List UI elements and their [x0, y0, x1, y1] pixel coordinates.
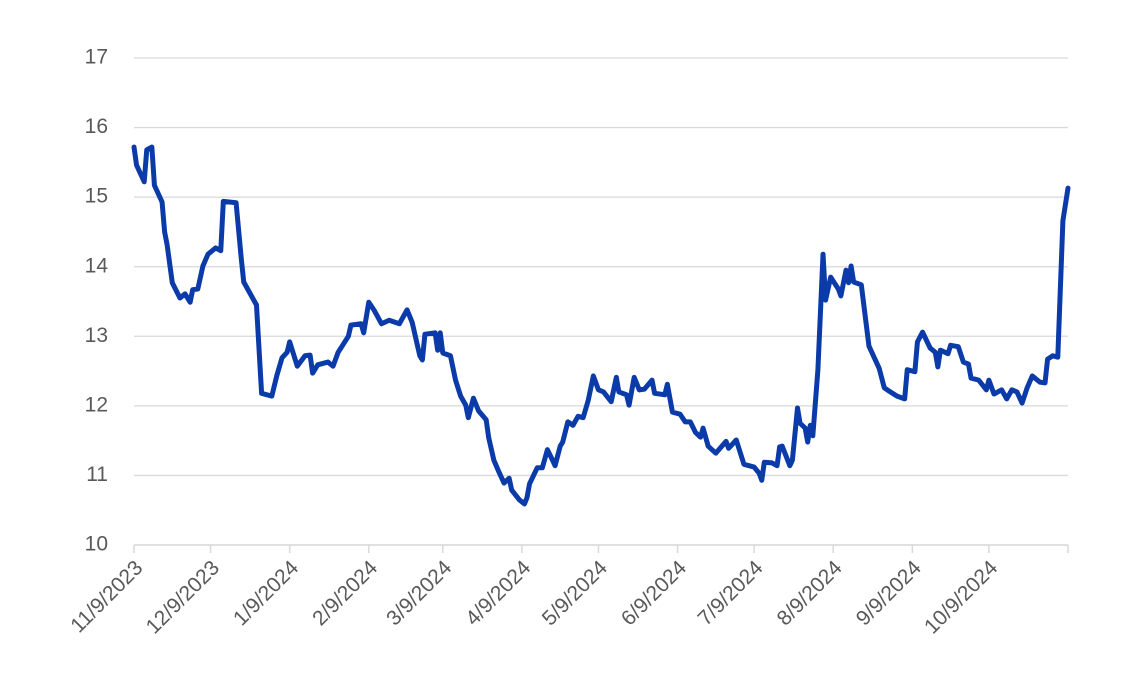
y-tick-label: 16: [85, 115, 108, 138]
x-tick-label: 9/9/2024: [852, 556, 926, 630]
x-tick-label: 7/9/2024: [694, 556, 768, 630]
y-tick-label: 14: [85, 254, 109, 277]
x-tick-label: 2/9/2024: [308, 556, 382, 630]
x-tick-label: 11/9/2023: [66, 556, 147, 637]
x-tick-label: 8/9/2024: [773, 556, 847, 630]
x-tick-label: 6/9/2024: [617, 556, 691, 630]
x-tick-label: 3/9/2024: [382, 556, 456, 630]
x-tick-label: 12/9/2023: [142, 556, 224, 638]
x-tick-label: 10/9/2024: [920, 556, 1003, 639]
y-tick-label: 13: [85, 324, 108, 347]
y-tick-label: 17: [85, 46, 108, 69]
y-tick-label: 10: [85, 533, 108, 556]
line-series: [131, 144, 1071, 507]
y-tick-label: 15: [85, 185, 108, 208]
y-tick-label: 12: [85, 393, 108, 416]
y-tick-label: 11: [86, 463, 108, 486]
x-tick-label: 5/9/2024: [538, 556, 612, 630]
x-tick-label: 1/9/2024: [229, 556, 303, 630]
x-tick-label: 4/9/2024: [461, 556, 535, 630]
